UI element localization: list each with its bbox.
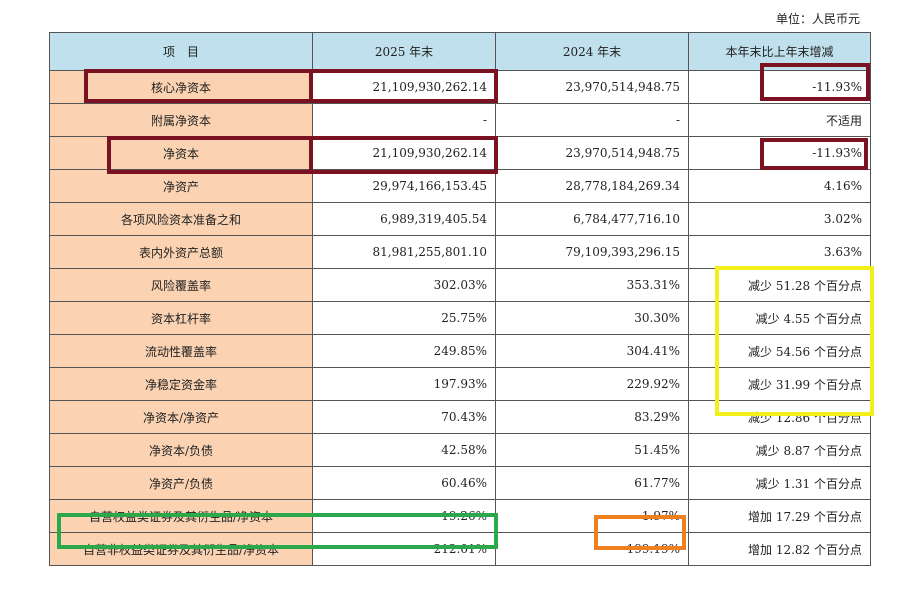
row-2025-cell: 249.85% xyxy=(312,334,496,368)
table-row: 资本杠杆率 25.75% 30.30% 减少 4.55 个百分点 xyxy=(49,301,871,335)
header-item: 项 目 xyxy=(49,32,313,71)
row-item-cell: 核心净资本 xyxy=(49,70,313,104)
row-item-cell: 净资本 xyxy=(49,136,313,170)
row-2025-cell: 19.26% xyxy=(312,499,496,533)
table-row: 各项风险资本准备之和 6,989,319,405.54 6,784,477,716.… xyxy=(49,202,871,236)
row-item-cell: 净资本/净资产 xyxy=(49,400,313,434)
row-item-cell: 风险覆盖率 xyxy=(49,268,313,302)
table-row: 流动性覆盖率 249.85% 304.41% 减少 54.56 个百分点 xyxy=(49,334,871,368)
table-row: 自营权益类证券及其衍生品/净资本 19.26% 1.97% 增加 17.29 个百分点 xyxy=(49,499,871,533)
row-2024-cell: 23,970,514,948.75 xyxy=(495,136,689,170)
row-item-cell: 附属净资本 xyxy=(49,103,313,137)
table-row: 净资本 21,109,930,262.14 23,970,514,948.75 -11… xyxy=(49,136,871,170)
row-2024-cell: 229.92% xyxy=(495,367,689,401)
row-2025-cell: 302.03% xyxy=(312,268,496,302)
table-header-row: 项 目 2025 年末 2024 年末 本年末比上年末增减 xyxy=(49,32,871,71)
table-row: 自营非权益类证券及其衍生品/净资本 212.01% 199.19% 增加 12.82 … xyxy=(49,532,871,566)
row-2024-cell: 199.19% xyxy=(495,532,689,566)
row-change-cell: 增加 12.82 个百分点 xyxy=(688,532,871,566)
row-item-cell: 自营权益类证券及其衍生品/净资本 xyxy=(49,499,313,533)
row-2024-cell: 28,778,184,269.34 xyxy=(495,169,689,203)
row-2024-cell: 83.29% xyxy=(495,400,689,434)
row-item-cell: 各项风险资本准备之和 xyxy=(49,202,313,236)
row-item-cell: 流动性覆盖率 xyxy=(49,334,313,368)
row-2024-cell: 30.30% xyxy=(495,301,689,335)
row-change-cell: 不适用 xyxy=(688,103,871,137)
row-2024-cell: 353.31% xyxy=(495,268,689,302)
row-change-cell: 减少 54.56 个百分点 xyxy=(688,334,871,368)
table-row: 净资本/净资产 70.43% 83.29% 减少 12.86 个百分点 xyxy=(49,400,871,434)
row-change-cell: -11.93% xyxy=(688,136,871,170)
row-2025-cell: 212.01% xyxy=(312,532,496,566)
row-change-cell: 减少 31.99 个百分点 xyxy=(688,367,871,401)
row-2025-cell: 70.43% xyxy=(312,400,496,434)
row-2024-cell: 6,784,477,716.10 xyxy=(495,202,689,236)
row-2025-cell: 197.93% xyxy=(312,367,496,401)
table-row: 净资本/负债 42.58% 51.45% 减少 8.87 个百分点 xyxy=(49,433,871,467)
row-change-cell: 3.02% xyxy=(688,202,871,236)
row-2025-cell: 81,981,255,801.10 xyxy=(312,235,496,269)
row-change-cell: 增加 17.29 个百分点 xyxy=(688,499,871,533)
row-change-cell: 减少 8.87 个百分点 xyxy=(688,433,871,467)
table-row: 净稳定资金率 197.93% 229.92% 减少 31.99 个百分点 xyxy=(49,367,871,401)
row-2024-cell: 51.45% xyxy=(495,433,689,467)
row-2024-cell: 79,109,393,296.15 xyxy=(495,235,689,269)
row-item-cell: 表内外资产总额 xyxy=(49,235,313,269)
row-2024-cell: 23,970,514,948.75 xyxy=(495,70,689,104)
row-change-cell: 3.63% xyxy=(688,235,871,269)
table-row: 净资产/负债 60.46% 61.77% 减少 1.31 个百分点 xyxy=(49,466,871,500)
table-row: 附属净资本 - - 不适用 xyxy=(49,103,871,137)
table-row: 表内外资产总额 81,981,255,801.10 79,109,393,296.1… xyxy=(49,235,871,269)
header-2024: 2024 年末 xyxy=(495,32,689,71)
row-item-cell: 净资本/负债 xyxy=(49,433,313,467)
row-2025-cell: 42.58% xyxy=(312,433,496,467)
table-row: 风险覆盖率 302.03% 353.31% 减少 51.28 个百分点 xyxy=(49,268,871,302)
row-2025-cell: - xyxy=(312,103,496,137)
header-2025: 2025 年末 xyxy=(312,32,496,71)
row-item-cell: 净资产 xyxy=(49,169,313,203)
net-capital-table: 项 目 2025 年末 2024 年末 本年末比上年末增减 核心净资本 21,10… xyxy=(49,32,871,566)
row-2025-cell: 25.75% xyxy=(312,301,496,335)
row-2025-cell: 6,989,319,405.54 xyxy=(312,202,496,236)
row-item-cell: 自营非权益类证券及其衍生品/净资本 xyxy=(49,532,313,566)
row-item-cell: 净稳定资金率 xyxy=(49,367,313,401)
table-row: 核心净资本 21,109,930,262.14 23,970,514,948.75-… xyxy=(49,70,871,104)
header-change: 本年末比上年末增减 xyxy=(688,32,871,71)
row-2024-cell: 304.41% xyxy=(495,334,689,368)
row-change-cell: 4.16% xyxy=(688,169,871,203)
row-item-cell: 资本杠杆率 xyxy=(49,301,313,335)
row-2025-cell: 21,109,930,262.14 xyxy=(312,70,496,104)
row-change-cell: -11.93% xyxy=(688,70,871,104)
row-change-cell: 减少 12.86 个百分点 xyxy=(688,400,871,434)
row-2024-cell: - xyxy=(495,103,689,137)
row-change-cell: 减少 4.55 个百分点 xyxy=(688,301,871,335)
row-item-cell: 净资产/负债 xyxy=(49,466,313,500)
row-2025-cell: 29,974,166,153.45 xyxy=(312,169,496,203)
row-2025-cell: 60.46% xyxy=(312,466,496,500)
unit-label: 单位：人民币元 xyxy=(775,12,860,26)
row-2025-cell: 21,109,930,262.14 xyxy=(312,136,496,170)
table-row: 净资产 29,974,166,153.45 28,778,184,269.34 4.1… xyxy=(49,169,871,203)
row-change-cell: 减少 1.31 个百分点 xyxy=(688,466,871,500)
row-2024-cell: 1.97% xyxy=(495,499,689,533)
row-2024-cell: 61.77% xyxy=(495,466,689,500)
row-change-cell: 减少 51.28 个百分点 xyxy=(688,268,871,302)
